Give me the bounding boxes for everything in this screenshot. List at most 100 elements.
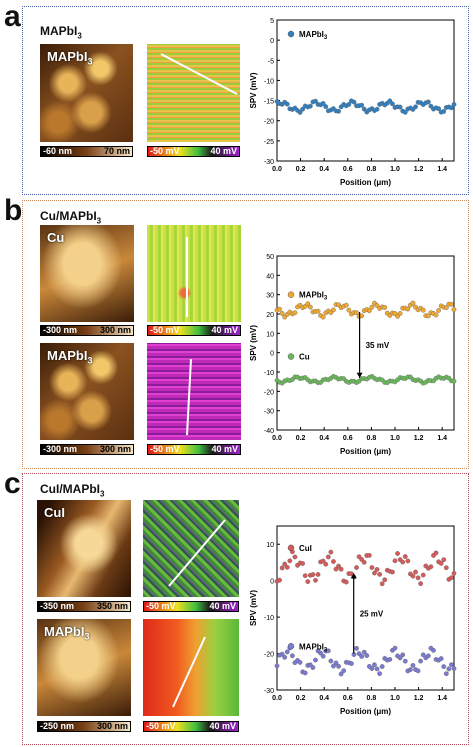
arrow-head <box>356 372 363 378</box>
data-point <box>287 558 293 564</box>
data-point <box>284 649 290 655</box>
data-point <box>402 554 408 559</box>
data-point <box>369 304 375 310</box>
legend-label-sub: 3 <box>324 647 328 653</box>
data-point <box>400 559 406 565</box>
data-point <box>418 581 424 587</box>
data-point <box>354 645 359 651</box>
data-point <box>449 662 454 668</box>
data-point <box>292 310 298 316</box>
data-point <box>346 307 352 313</box>
y-tick-label: -40 <box>264 428 274 435</box>
data-point <box>341 668 347 674</box>
x-tick-label: 1.2 <box>414 166 424 173</box>
y-tick-label: -30 <box>264 409 274 416</box>
panel-c <box>22 473 469 745</box>
line-scan-c-mapbi3 <box>172 636 206 708</box>
legend-marker <box>287 30 295 38</box>
data-point <box>436 308 442 313</box>
data-point <box>318 650 324 656</box>
topo-label: MAPbI3 <box>44 624 90 642</box>
data-point <box>438 560 444 566</box>
data-point <box>354 310 359 316</box>
data-point <box>338 671 344 677</box>
data-point <box>279 310 285 316</box>
data-point <box>328 658 334 664</box>
data-point <box>284 101 290 107</box>
data-point <box>369 565 375 570</box>
data-point <box>361 559 367 565</box>
data-point <box>410 573 416 579</box>
data-point <box>343 302 349 308</box>
data-point <box>305 301 311 307</box>
data-point <box>289 653 295 659</box>
data-point <box>425 99 431 105</box>
data-point <box>374 303 380 308</box>
chart-svg: -30 -20 -10 0 10 0.0 0.2 0.4 0.6 0.8 1.0 1.2 1.4 Posi… <box>249 525 457 716</box>
topo-label: Cu <box>47 230 65 245</box>
y-tick-label: -20 <box>264 389 274 396</box>
data-point <box>307 304 313 310</box>
data-point <box>372 570 377 576</box>
data-point <box>323 104 329 110</box>
data-point <box>331 559 336 564</box>
legend-marker <box>287 291 295 298</box>
spv-colorbar-b-mapbi3: -50 mV 40 mV <box>147 444 241 455</box>
data-point <box>451 101 457 107</box>
data-point <box>415 575 421 581</box>
data-point <box>449 105 454 111</box>
y-tick-label: -20 <box>264 119 274 126</box>
spv-colorbar-b-cu: -50 mV 40 mV <box>147 325 241 336</box>
spv-map-c-mapbi3 <box>143 619 239 716</box>
x-axis-label: Position (μm) <box>340 447 391 456</box>
legend-marker <box>287 643 295 650</box>
data-point <box>392 558 398 564</box>
data-point <box>305 579 311 585</box>
x-tick-label: 1.2 <box>414 435 424 442</box>
data-point <box>387 656 393 662</box>
spv-colorbar-c-mapbi3: -50 mV 40 mV <box>143 721 239 732</box>
data-point <box>336 563 341 569</box>
spv-colorbar-c-cui: -50 mV 40 mV <box>143 601 239 612</box>
data-point <box>310 572 316 577</box>
legend-label-sub: 3 <box>324 35 328 41</box>
chart-svg: -40 -30 -20 -10 0 10 20 30 40 50 0.0 0.2 0.4 0.6 0.8 1.… <box>249 254 457 456</box>
topo-colorbar-c-cui: -350 nm 350 nm <box>37 601 131 612</box>
series-0 <box>274 549 457 587</box>
spv-chart-b: -40 -30 -20 -10 0 10 20 30 40 50 0.0 0.2 0.4 0.6 0.8 1.… <box>247 250 462 460</box>
y-tick-label: 10 <box>266 542 274 549</box>
x-tick-label: 0.0 <box>272 435 282 442</box>
data-point <box>320 558 326 564</box>
line-scan-c-cui <box>168 519 226 587</box>
data-point <box>441 109 447 114</box>
spv-map-c-cui <box>143 500 239 597</box>
data-point <box>402 658 408 664</box>
x-tick-label: 0.0 <box>272 695 282 702</box>
x-axis-label: Position (μm) <box>340 707 391 716</box>
data-point <box>395 551 400 556</box>
data-point <box>313 577 318 583</box>
data-point <box>420 652 426 658</box>
topo-label: MAPbI3 <box>47 49 93 67</box>
data-point <box>374 567 380 572</box>
data-point <box>413 104 418 110</box>
data-point <box>297 110 303 115</box>
plot-frame <box>276 525 455 691</box>
data-point <box>364 653 370 658</box>
data-point <box>436 106 442 112</box>
data-point <box>331 307 336 313</box>
data-point <box>302 573 308 579</box>
y-tick-label: 40 <box>266 273 274 280</box>
x-tick-label: 0.4 <box>319 166 329 173</box>
data-point <box>425 653 431 659</box>
data-point <box>297 660 303 665</box>
data-point <box>382 577 388 583</box>
x-tick-label: 0.2 <box>296 166 306 173</box>
x-tick-label: 0.6 <box>343 695 353 702</box>
data-point <box>292 554 298 560</box>
x-tick-label: 0.2 <box>296 435 306 442</box>
data-point <box>379 664 385 669</box>
data-point <box>413 569 418 575</box>
data-point <box>420 307 426 313</box>
data-point <box>451 307 457 312</box>
